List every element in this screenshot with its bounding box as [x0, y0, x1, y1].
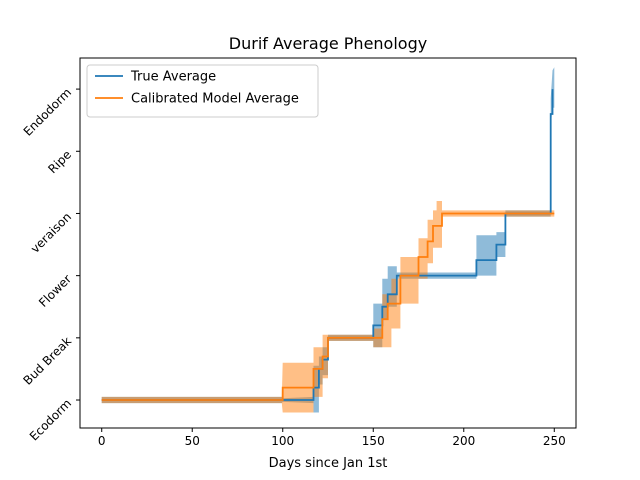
x-tick-label: 0 [98, 434, 106, 448]
legend: True Average Calibrated Model Average [86, 64, 319, 118]
y-tick-label: Bud Break [20, 334, 74, 388]
y-tick-label: Ripe [45, 147, 74, 176]
plot-frame [79, 57, 577, 429]
calibrated-model-average-band [101, 201, 555, 413]
true-average-line [101, 89, 554, 401]
calibrated-model-average-line [101, 212, 555, 401]
x-tick-label: 150 [362, 434, 385, 448]
confidence-bands [101, 67, 555, 413]
y-tick-label: Flower [36, 272, 74, 310]
chart-title: Durif Average Phenology [229, 34, 427, 53]
legend-label-true-average: True Average [130, 70, 216, 85]
legend-box [86, 64, 319, 118]
x-axis: 0 50 100 150 200 250 [98, 428, 566, 448]
legend-label-calibrated-model-average: Calibrated Model Average [131, 92, 299, 107]
y-tick-label: Ecodorm [27, 396, 74, 443]
y-axis: Ecodorm Bud Break Flower veraison Ripe Endodo… [20, 85, 80, 444]
x-tick-label: 250 [543, 434, 566, 448]
y-tick-label: Endodorm [21, 85, 74, 138]
x-tick-label: 200 [452, 434, 475, 448]
series-lines [101, 89, 555, 401]
x-axis-label: Days since Jan 1st [269, 456, 388, 471]
x-tick-label: 50 [185, 434, 200, 448]
y-tick-label: veraison [28, 210, 74, 256]
x-tick-label: 100 [271, 434, 294, 448]
